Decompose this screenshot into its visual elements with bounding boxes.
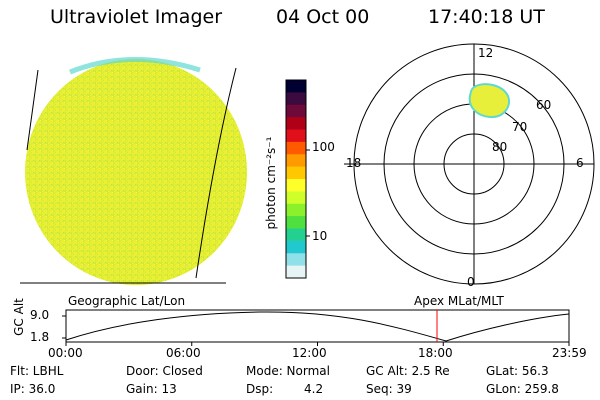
status-glat: GLat: 56.3	[486, 364, 549, 378]
map-line-right	[195, 67, 237, 279]
status-dsp-value: 4.2	[304, 382, 324, 396]
timeline-frame	[65, 309, 570, 343]
timeline-xtick-2359: 23:59	[552, 346, 587, 360]
status-gcalt: GC Alt: 2.5 Re	[366, 364, 450, 378]
mlt-label-0: 0	[467, 275, 475, 289]
colorbar-ticks	[306, 149, 310, 237]
colorbar-segment	[286, 179, 306, 192]
limb-glow	[69, 57, 201, 75]
colorbar	[285, 79, 307, 279]
status-dsp-label: Dsp:	[246, 382, 274, 396]
colorbar-tick-10: 10	[312, 229, 328, 243]
colorbar-segment	[286, 228, 306, 242]
colorbar-segment	[286, 265, 306, 279]
timeline-ytick-1-8: 1.8	[30, 330, 50, 344]
date-label: 04 Oct 00	[276, 6, 370, 28]
timeline-plot	[62, 309, 570, 346]
colorbar-segment	[286, 80, 306, 93]
timeline-left-label: Geographic Lat/Lon	[68, 294, 186, 308]
map-line-left	[26, 69, 39, 151]
time-label: 17:40:18 UT	[428, 6, 545, 28]
colorbar-segment	[286, 129, 306, 143]
colorbar-segment	[286, 240, 306, 254]
colorbar-segment	[286, 117, 306, 130]
colorbar-segment	[286, 154, 306, 168]
colorbar-tick-100: 100	[312, 140, 335, 154]
colorbar-segment	[286, 216, 306, 229]
timeline-xtick-0000: 00:00	[48, 346, 83, 360]
status-ip: IP: 36.0	[10, 382, 56, 396]
instrument-title: Ultraviolet Imager	[50, 6, 223, 28]
status-glon: GLon: 259.8	[486, 382, 559, 396]
colorbar-segment	[286, 166, 306, 180]
colorbar-segment	[286, 104, 306, 118]
status-flt: Flt: LBHL	[10, 364, 64, 378]
colorbar-segment	[286, 203, 306, 217]
timeline-xtick-1800: 18:00	[418, 346, 453, 360]
mlt-label-18: 18	[346, 156, 362, 170]
colorbar-segment	[286, 253, 306, 267]
lat-label-80: 80	[492, 140, 508, 154]
uv-earth-image	[20, 57, 247, 285]
timeline-ytick-9: 9.0	[30, 308, 50, 322]
mlt-label-6: 6	[576, 156, 584, 170]
status-mode: Mode: Normal	[246, 364, 330, 378]
timeline-axis-label: GC Alt	[12, 298, 26, 336]
timeline-right-label: Apex MLat/MLT	[414, 294, 504, 308]
mlt-label-12: 12	[478, 46, 494, 60]
lat-label-60: 60	[536, 98, 552, 112]
status-gain: Gain: 13	[126, 382, 177, 396]
colorbar-frame	[285, 79, 307, 279]
altitude-curve	[65, 311, 570, 342]
lat-label-70: 70	[512, 120, 528, 134]
colorbar-segment	[286, 141, 306, 155]
polar-plot	[344, 43, 595, 285]
timeline-xticks	[65, 342, 570, 346]
earth-disk	[25, 59, 247, 285]
colorbar-segment	[286, 191, 306, 205]
status-door: Door: Closed	[126, 364, 203, 378]
status-seq: Seq: 39	[366, 382, 412, 396]
timeline-xtick-0600: 06:00	[166, 346, 201, 360]
colorbar-segment	[286, 92, 306, 106]
colorbar-unit-label: photon cm⁻²s⁻¹	[264, 136, 278, 230]
auroral-oval-patch	[468, 83, 510, 119]
timeline-xtick-1200: 12:00	[292, 346, 327, 360]
